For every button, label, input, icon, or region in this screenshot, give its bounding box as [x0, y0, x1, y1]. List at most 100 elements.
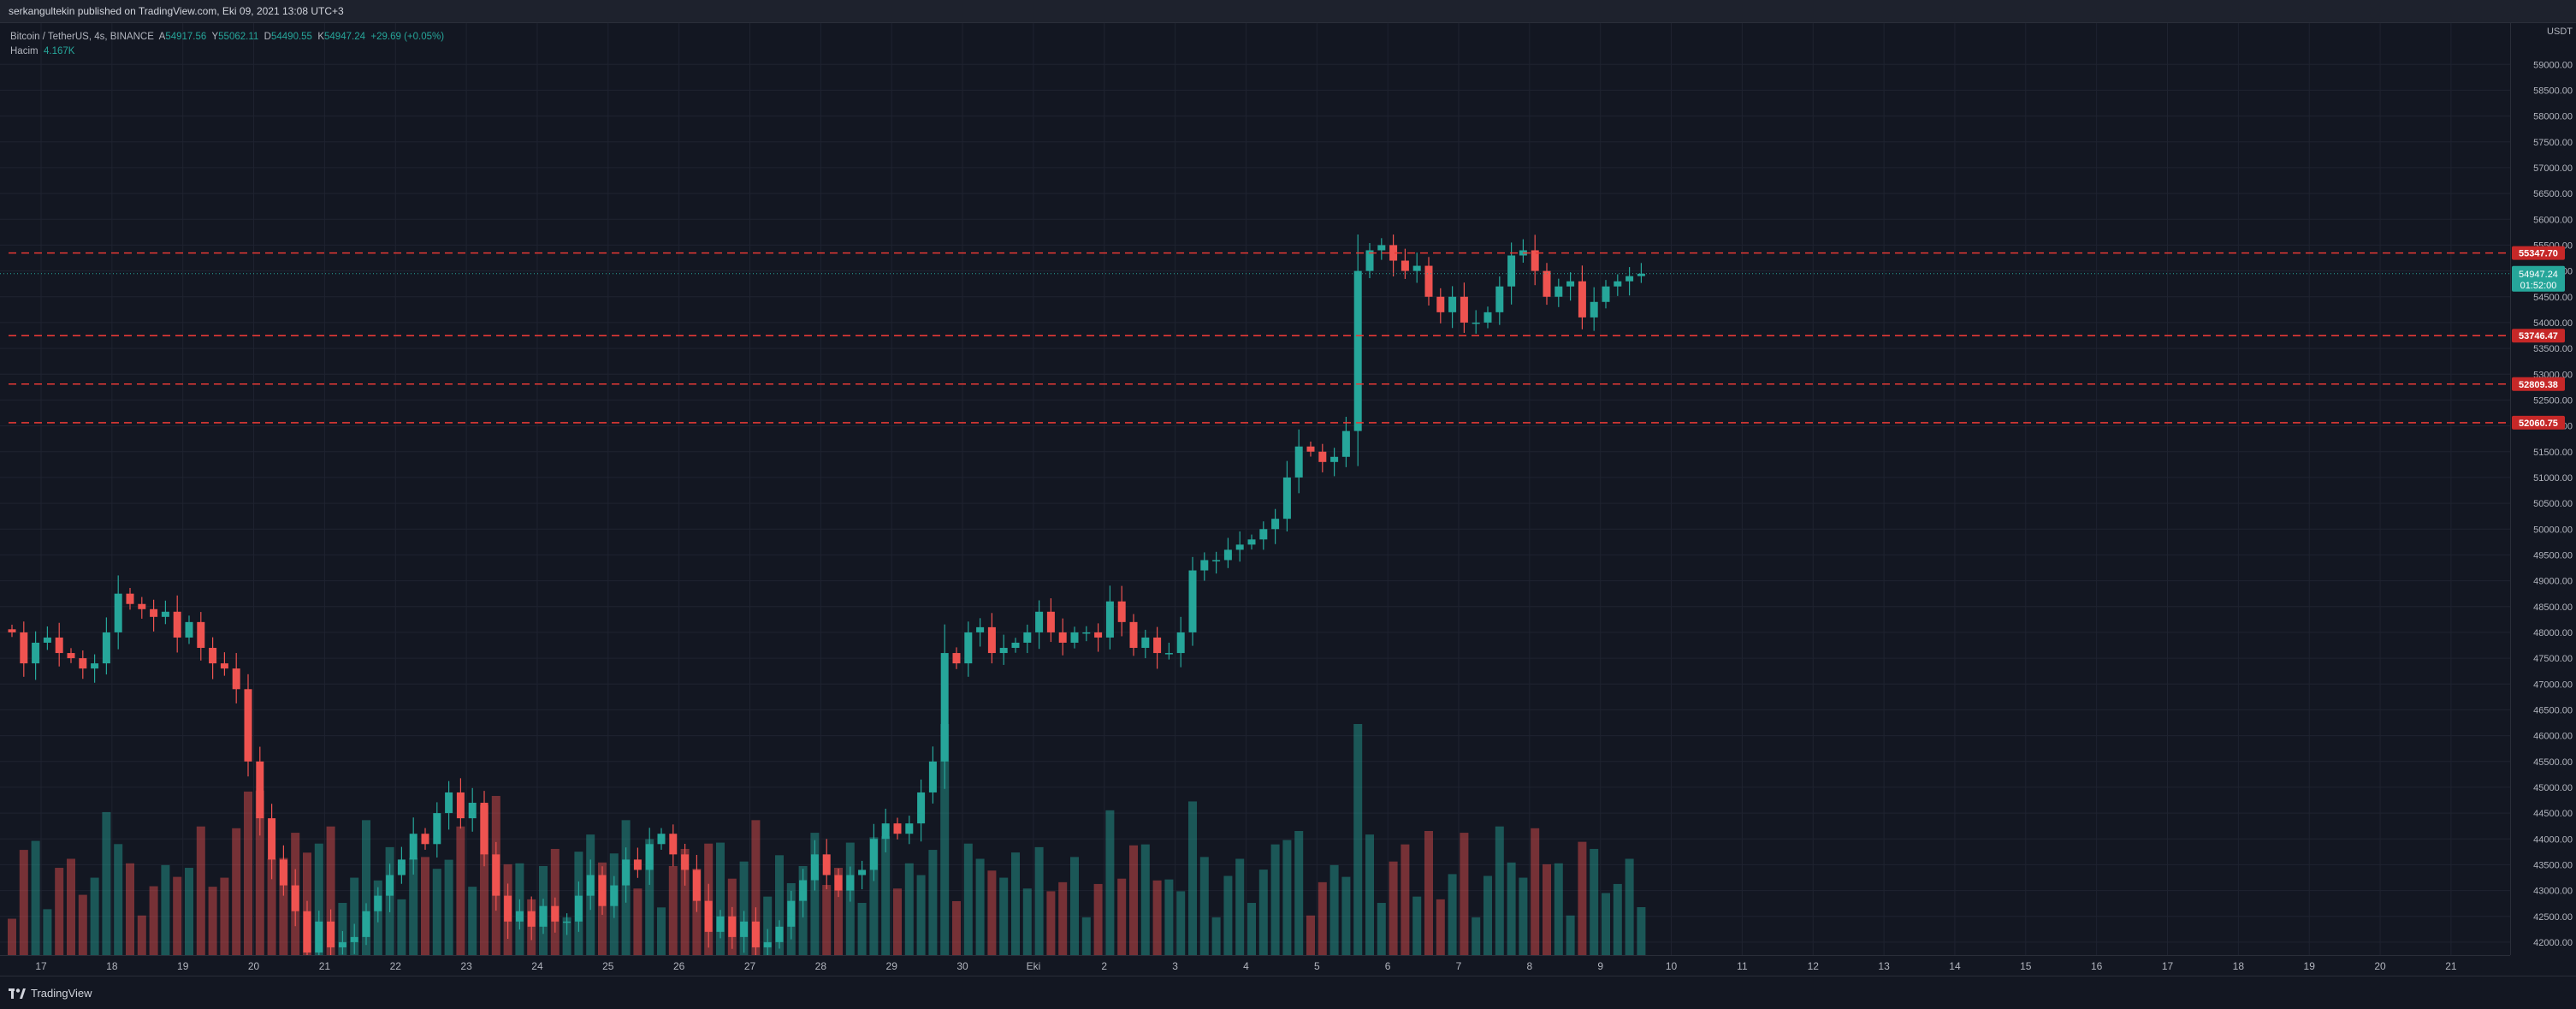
candle-down: [1401, 248, 1409, 279]
candle-body: [8, 629, 16, 632]
candle-body: [1294, 446, 1303, 478]
candle-body: [1153, 637, 1162, 654]
candle-down: [834, 868, 843, 898]
candle-down: [598, 866, 607, 915]
level-label-bg: [2512, 377, 2565, 391]
price-tick-label: 56000.00: [2533, 215, 2573, 225]
time-tick-label: 18: [2233, 960, 2245, 972]
candle-up: [1164, 642, 1173, 660]
candle-up: [185, 615, 193, 644]
price-tick-label: 45000.00: [2533, 783, 2573, 793]
price-tick-label: 56500.00: [2533, 189, 2573, 199]
legend-close-label: K: [317, 32, 325, 42]
candle-body: [492, 854, 500, 896]
candle-body: [1200, 560, 1209, 571]
volume-bar: [468, 887, 477, 955]
legend-volume-label[interactable]: Hacim: [10, 46, 38, 56]
volume-bar: [1318, 881, 1327, 955]
volume-bar: [409, 858, 418, 955]
candle-body: [1578, 281, 1586, 318]
candle-up: [1271, 508, 1280, 544]
candle-down: [1117, 585, 1126, 637]
candle-up: [409, 817, 417, 875]
candle-body: [716, 916, 725, 932]
volume-bar: [562, 917, 571, 955]
candle-up: [964, 621, 973, 677]
time-tick-label: 16: [2091, 960, 2103, 972]
candle-body: [150, 608, 158, 617]
bar-countdown-label: 01:52:00: [2520, 281, 2557, 291]
candle-down: [268, 804, 276, 880]
candle-body: [645, 844, 654, 870]
volume-bar: [173, 876, 182, 955]
price-axis[interactable]: 42000.00 42500.00 43000.00 43500.00 44000.00…: [2510, 23, 2576, 955]
level-label: 52060.75: [2519, 418, 2558, 429]
candle-up: [1507, 242, 1516, 305]
candle-up: [1212, 551, 1221, 574]
candle-up: [1188, 556, 1197, 646]
candle-up: [810, 840, 819, 891]
volume-bar: [1022, 888, 1032, 955]
legend-symbol[interactable]: Bitcoin / TetherUS, 4s, BINANCE: [10, 32, 154, 42]
legend-high-label: Y: [211, 32, 219, 42]
candle-down: [1543, 263, 1551, 306]
candlestick-chart[interactable]: [0, 23, 2510, 966]
volume-bar: [751, 820, 761, 955]
volume-bar: [881, 836, 891, 955]
candle-down: [492, 841, 500, 911]
candle-body: [751, 921, 760, 947]
candle-body: [20, 632, 28, 664]
tradingview-brand[interactable]: TradingView: [9, 987, 92, 1000]
volume-bar: [67, 858, 75, 955]
volume-bar: [893, 888, 902, 955]
time-tick-label: 6: [1385, 960, 1391, 972]
candle-up: [350, 923, 358, 954]
volume-bar: [1046, 891, 1056, 955]
volume-bar: [55, 868, 64, 955]
candle-up: [1070, 626, 1079, 649]
candle-body: [586, 875, 595, 896]
candle-up: [999, 634, 1008, 665]
time-tick-label: 19: [177, 960, 189, 972]
candle-down: [551, 897, 560, 933]
volume-bar: [1578, 841, 1587, 955]
chart-pane[interactable]: [0, 23, 2510, 966]
candle-body: [1483, 312, 1492, 323]
candle-body: [1472, 322, 1480, 324]
price-tick-label: 58000.00: [2533, 112, 2573, 122]
candle-body: [1212, 560, 1221, 561]
candle-up: [976, 618, 985, 647]
level-label-bg: [2512, 246, 2565, 260]
tradingview-logo-icon: [9, 988, 26, 999]
candle-up: [1035, 600, 1044, 650]
volume-bar: [716, 842, 725, 955]
candle-up: [622, 847, 631, 903]
volume-bar: [1365, 834, 1374, 955]
volume-bar: [1341, 876, 1351, 955]
volume-bar: [1637, 907, 1646, 955]
price-tick-label: 57500.00: [2533, 138, 2573, 148]
price-tick-label: 51000.00: [2533, 473, 2573, 484]
candle-body: [881, 823, 890, 840]
volume-bar: [668, 865, 678, 955]
price-tick-label: 47500.00: [2533, 654, 2573, 664]
candle-down: [209, 637, 217, 680]
time-tick-label: 14: [1949, 960, 1961, 972]
volume-bar: [1070, 857, 1079, 955]
time-axis[interactable]: 17 18 19 20 21 22 23 24 25 26 27 28 29 30 Eki 2 3 4 5 6 7 8 9 1…: [0, 955, 2510, 976]
time-tick-label: 21: [319, 960, 331, 972]
currency-label: USDT: [2547, 27, 2573, 37]
candle-body: [397, 859, 406, 875]
time-tick-label: 26: [673, 960, 685, 972]
candle-up: [1011, 638, 1020, 653]
candle-body: [1365, 250, 1374, 271]
candle-up: [1637, 263, 1645, 283]
candle-up: [1105, 585, 1114, 650]
candle-up: [940, 624, 949, 789]
candle-body: [1035, 611, 1044, 632]
time-tick-label: 4: [1243, 960, 1249, 972]
volume-bar: [1058, 881, 1068, 955]
candle-body: [1330, 456, 1339, 462]
price-tick-label: 44500.00: [2533, 809, 2573, 819]
time-tick-label: 5: [1314, 960, 1320, 972]
